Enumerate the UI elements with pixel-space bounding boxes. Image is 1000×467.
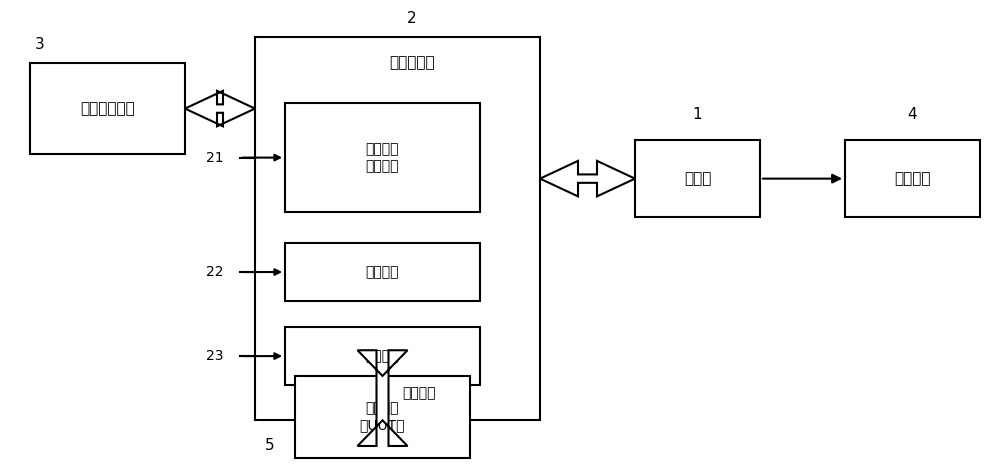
Text: 适配器模块: 适配器模块 xyxy=(389,56,435,71)
Text: 被测对象
（UUT）: 被测对象 （UUT） xyxy=(360,402,405,432)
Text: 3: 3 xyxy=(35,37,45,52)
Polygon shape xyxy=(540,161,635,196)
Polygon shape xyxy=(185,91,255,126)
Polygon shape xyxy=(357,350,408,446)
Text: 自检模块: 自检模块 xyxy=(366,265,399,279)
Text: 5: 5 xyxy=(265,439,275,453)
Bar xyxy=(285,327,480,385)
Text: 工控机: 工控机 xyxy=(684,171,711,186)
Text: 1: 1 xyxy=(693,107,702,122)
Text: 2: 2 xyxy=(407,11,417,26)
Text: 测试接口
转接模块: 测试接口 转接模块 xyxy=(366,142,399,173)
Text: 自动测试模块: 自动测试模块 xyxy=(80,101,135,116)
Bar xyxy=(295,376,470,458)
Bar xyxy=(845,140,980,217)
Text: 4: 4 xyxy=(908,107,917,122)
Text: 22: 22 xyxy=(206,265,224,279)
Text: 21: 21 xyxy=(206,151,224,164)
Text: 电源模块: 电源模块 xyxy=(366,349,399,363)
Text: 23: 23 xyxy=(206,349,224,363)
Bar xyxy=(285,243,480,301)
Text: 航空电缆: 航空电缆 xyxy=(402,387,436,400)
Bar xyxy=(635,140,760,217)
Bar xyxy=(30,63,185,154)
Bar xyxy=(255,37,540,420)
Text: 外围设备: 外围设备 xyxy=(894,171,931,186)
Bar xyxy=(285,103,480,212)
